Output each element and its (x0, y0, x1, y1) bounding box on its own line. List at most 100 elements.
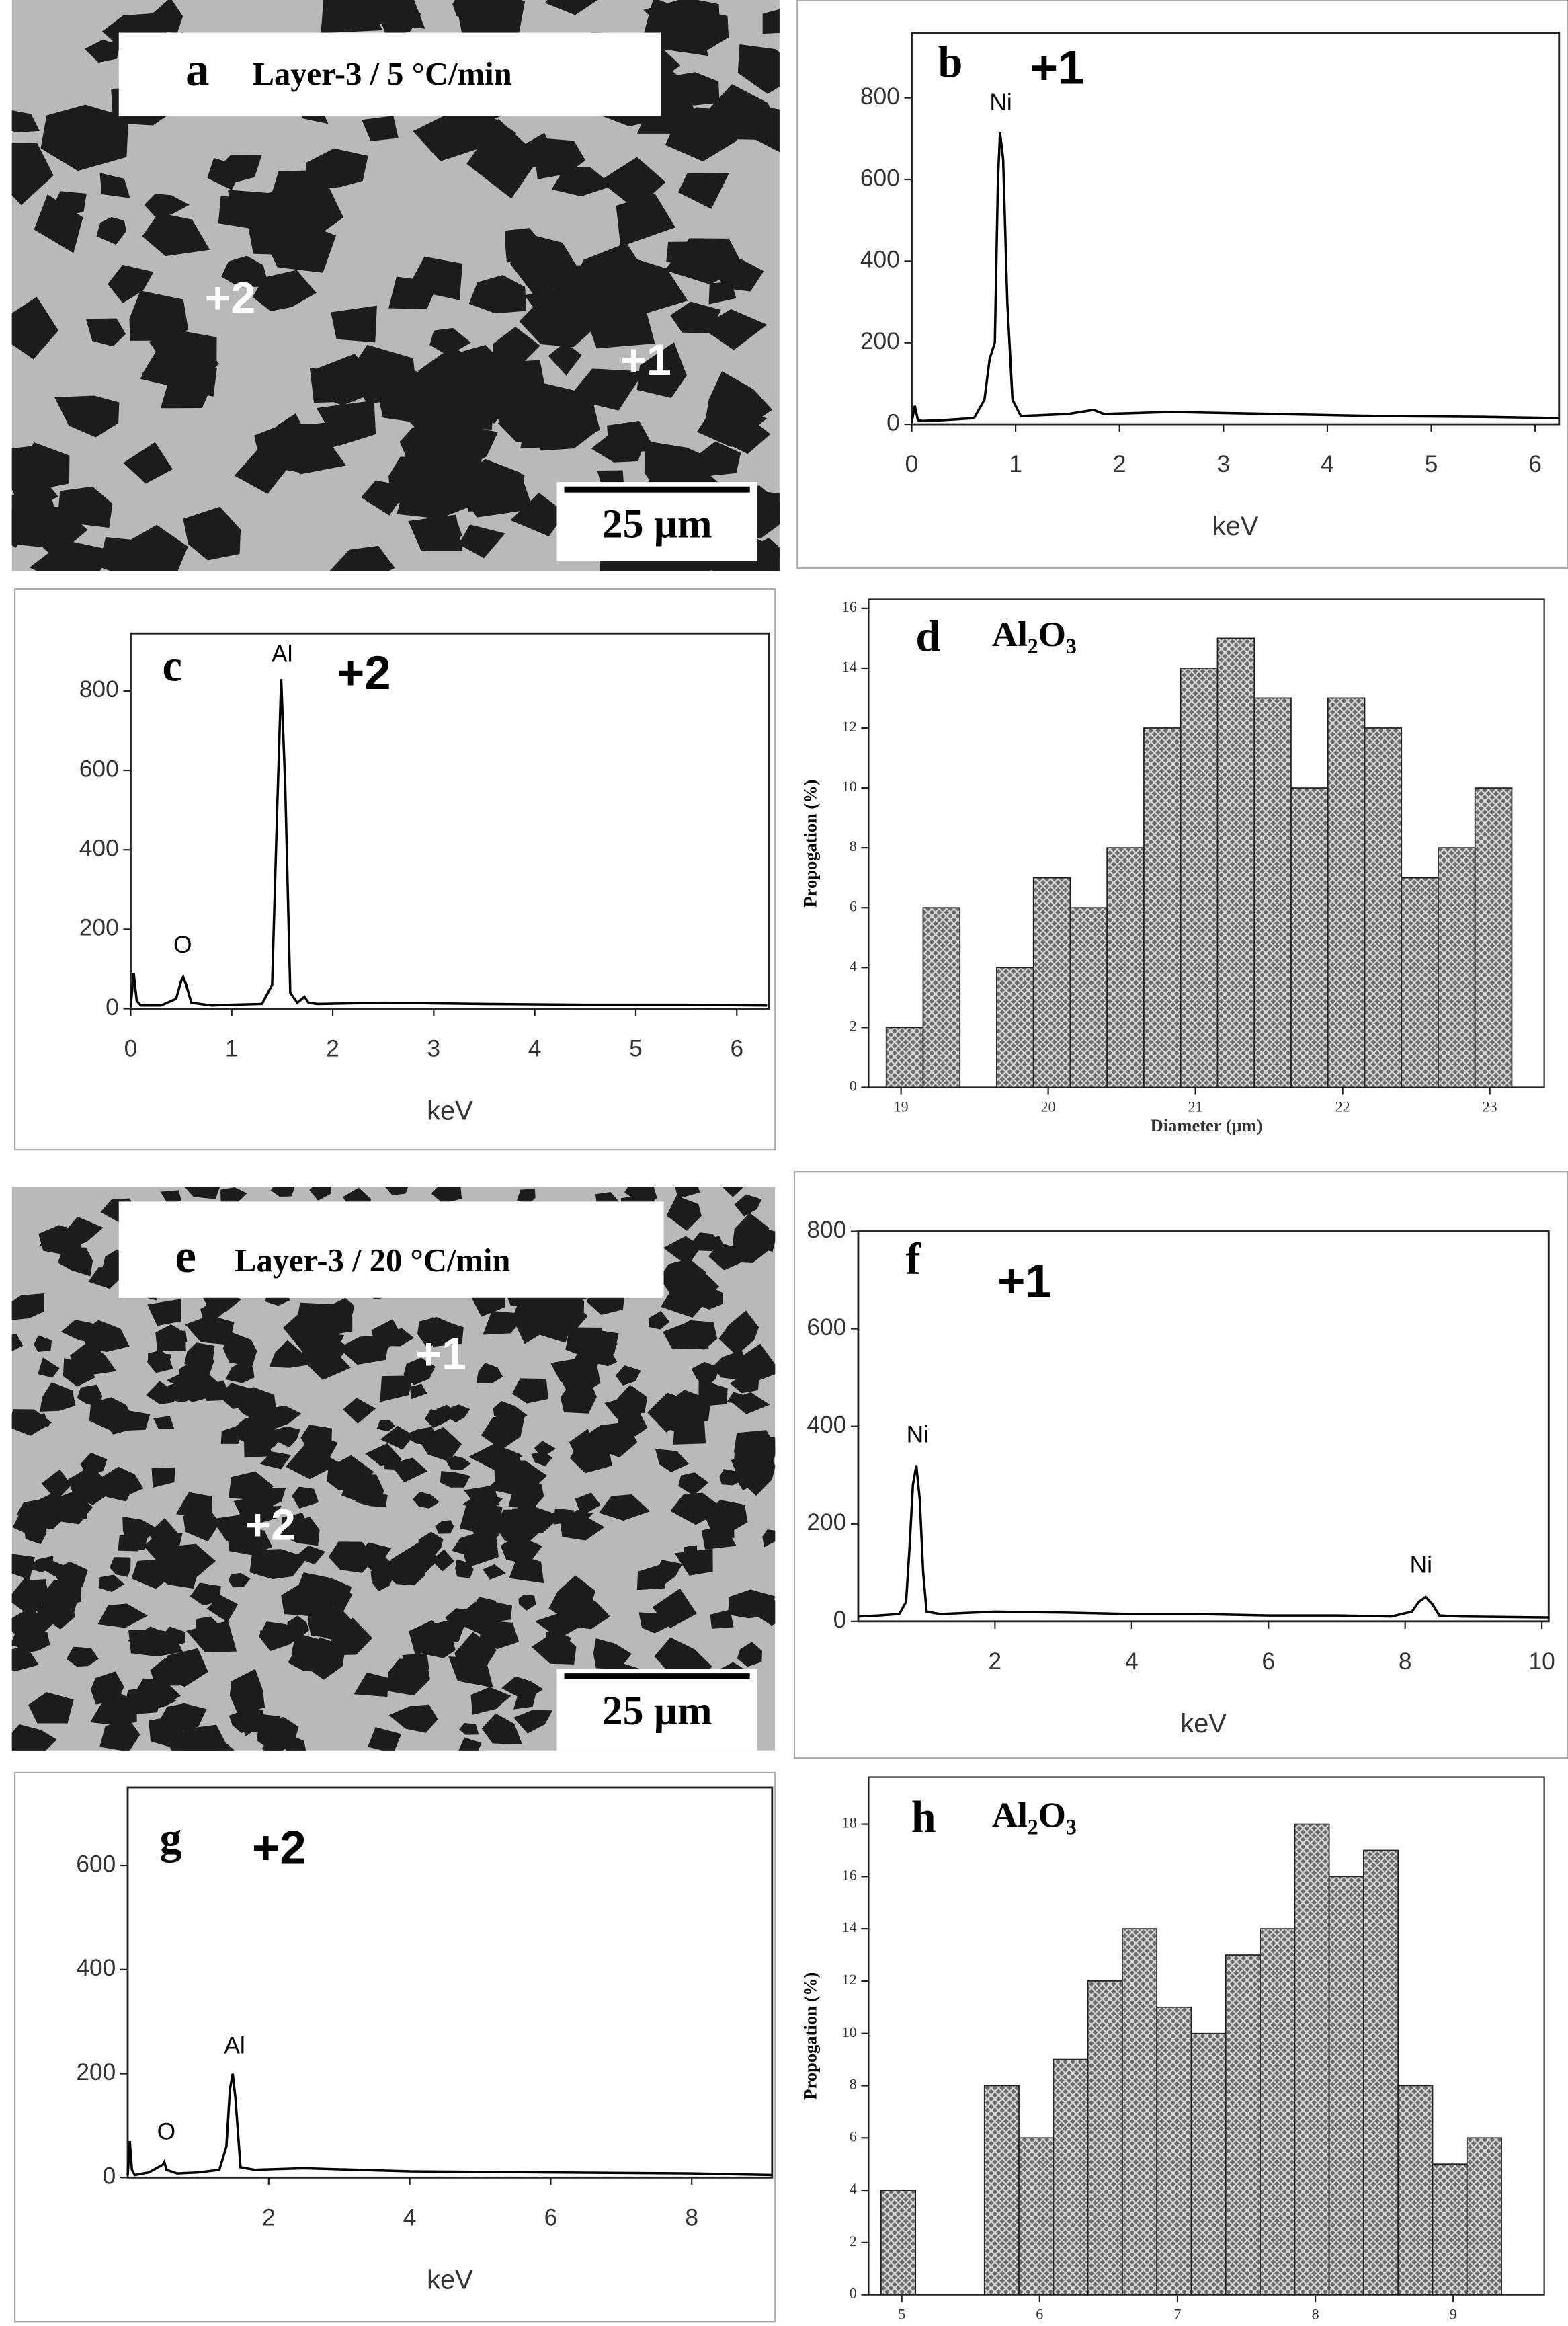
particle (286, 1615, 310, 1638)
particle (98, 1574, 124, 1592)
annotation: Al (224, 2032, 245, 2058)
particle (535, 138, 586, 179)
particle (517, 1188, 536, 1204)
particle (60, 1320, 102, 1344)
particle (13, 1629, 50, 1654)
particle (89, 1397, 136, 1431)
histogram-bar (880, 2190, 917, 2296)
particle (362, 116, 399, 141)
point-marker: +1 (415, 1330, 466, 1379)
y-axis-label: Propogation (%) (800, 1972, 821, 2100)
y-tick-label: 10 (842, 2023, 857, 2040)
particle (718, 1310, 759, 1355)
point-marker: +2 (205, 273, 256, 323)
particle (431, 1187, 462, 1204)
x-tick-label: 8 (1312, 2306, 1319, 2323)
particle (550, 1357, 582, 1383)
particle (225, 1361, 255, 1383)
particle (483, 1311, 527, 1335)
histogram-bar (1216, 637, 1255, 1088)
particle (343, 1398, 376, 1424)
particle (365, 1443, 403, 1466)
particle (309, 367, 356, 403)
particle (327, 1455, 374, 1490)
particle (376, 1420, 395, 1432)
particle (595, 1346, 615, 1359)
y-tick-label: 6 (850, 897, 857, 914)
particle (659, 1258, 707, 1295)
particle (324, 1589, 353, 1611)
scale-bar-box (556, 1669, 757, 1751)
particle (470, 1687, 511, 1715)
particle (97, 1603, 148, 1628)
spectrum-line (126, 2073, 772, 2177)
annotation: +2 (337, 646, 391, 699)
particle (413, 110, 517, 161)
particle (710, 1609, 734, 1629)
particle (388, 1704, 438, 1733)
particle (159, 1626, 186, 1646)
particle (446, 1455, 471, 1470)
particle (229, 1710, 257, 1734)
particle (636, 342, 687, 399)
particle (468, 275, 527, 314)
x-tick-label: 10 (1528, 1648, 1555, 1675)
x-tick-label: 6 (544, 2204, 558, 2231)
particle (66, 1646, 99, 1667)
particle (458, 1737, 482, 1751)
particle (402, 1652, 429, 1674)
particle (509, 233, 580, 299)
x-tick-label: 1 (225, 1036, 239, 1062)
scale-bar-label: 25 μm (602, 1688, 712, 1734)
particle (458, 524, 505, 559)
y-tick-label: 2 (850, 1017, 857, 1034)
particle (316, 400, 376, 446)
particle (560, 1378, 597, 1414)
particle (283, 1311, 329, 1352)
panel-label: b (938, 38, 963, 87)
particle (565, 1509, 593, 1525)
particle (99, 1718, 140, 1751)
particle (149, 1552, 201, 1589)
particle (169, 1730, 199, 1751)
particle (42, 1560, 67, 1576)
particle (409, 1383, 427, 1400)
particle (508, 1478, 544, 1509)
particle (259, 1505, 282, 1519)
particle (593, 1638, 632, 1670)
particle (565, 1327, 604, 1358)
particle (70, 1341, 117, 1375)
panel-frame (796, 0, 1568, 569)
particle (380, 1328, 414, 1347)
particle (183, 506, 241, 561)
particle (155, 1324, 186, 1352)
particle (500, 1535, 543, 1565)
y-tick-label: 4 (850, 957, 857, 974)
panel-label: g (160, 1814, 182, 1863)
x-axis-label: Diameter (μm) (1151, 1115, 1263, 1135)
particle (734, 1194, 762, 1217)
particle (403, 1427, 438, 1445)
particle (735, 1460, 759, 1491)
histogram-bar (1180, 668, 1219, 1088)
y-tick-label: 200 (76, 2059, 116, 2085)
panel-label: c (163, 642, 182, 691)
particle (84, 39, 120, 63)
particle (491, 327, 540, 366)
particle (708, 282, 737, 305)
particle (762, 9, 780, 34)
particle (459, 1501, 503, 1536)
particle (144, 193, 190, 217)
particle (591, 430, 647, 463)
particle (323, 1624, 339, 1641)
particle (376, 0, 421, 38)
y-tick-label: 6 (850, 2128, 857, 2144)
particle (675, 1187, 700, 1199)
y-tick-label: 0 (850, 2285, 857, 2302)
particle (481, 1413, 526, 1450)
y-tick-label: 12 (842, 718, 857, 735)
particle (708, 1242, 746, 1271)
particle (513, 1710, 553, 1734)
particle (460, 1533, 499, 1568)
x-tick-label: 0 (124, 1036, 138, 1062)
